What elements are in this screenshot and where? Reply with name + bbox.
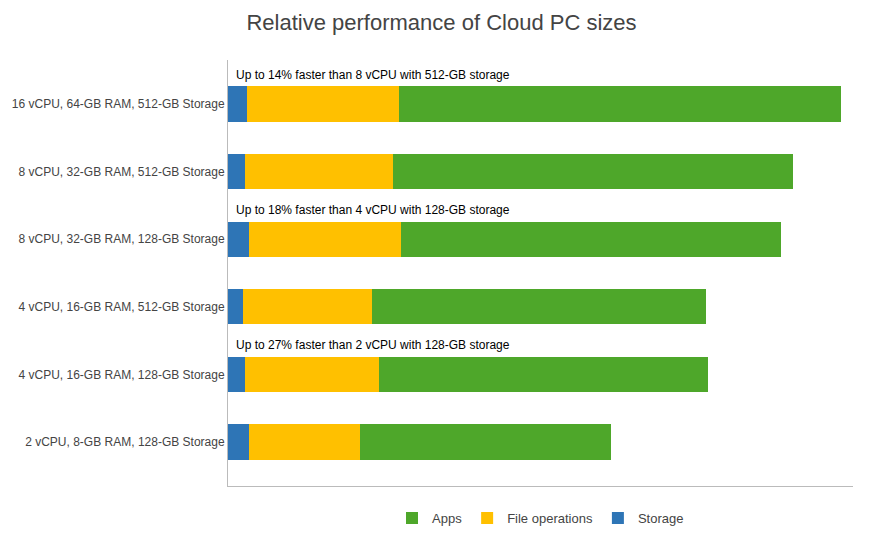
svg-text:Storage: Storage bbox=[638, 511, 684, 526]
svg-text:File operations: File operations bbox=[507, 511, 593, 526]
svg-text:2 vCPU, 8-GB RAM, 128-GB Stora: 2 vCPU, 8-GB RAM, 128-GB Storage bbox=[25, 435, 225, 449]
svg-text:4 vCPU, 16-GB RAM, 128-GB Stor: 4 vCPU, 16-GB RAM, 128-GB Storage bbox=[19, 368, 225, 382]
svg-text:Up to 18% faster than 4 vCPU w: Up to 18% faster than 4 vCPU with 128-GB… bbox=[236, 203, 510, 217]
svg-text:8 vCPU, 32-GB RAM, 512-GB Stor: 8 vCPU, 32-GB RAM, 512-GB Storage bbox=[19, 165, 225, 179]
svg-text:Up to 14% faster than 8 vCPU w: Up to 14% faster than 8 vCPU with 512-GB… bbox=[236, 68, 510, 82]
svg-text:Relative performance of Cloud: Relative performance of Cloud PC sizes bbox=[246, 10, 636, 35]
svg-text:Up to 27% faster than 2 vCPU w: Up to 27% faster than 2 vCPU with 128-GB… bbox=[236, 338, 510, 352]
svg-text:8 vCPU, 32-GB RAM, 128-GB Stor: 8 vCPU, 32-GB RAM, 128-GB Storage bbox=[19, 232, 225, 246]
svg-text:4 vCPU, 16-GB RAM, 512-GB Stor: 4 vCPU, 16-GB RAM, 512-GB Storage bbox=[19, 300, 225, 314]
svg-text:Apps: Apps bbox=[432, 511, 462, 526]
svg-text:16 vCPU, 64-GB RAM, 512-GB Sto: 16 vCPU, 64-GB RAM, 512-GB Storage bbox=[12, 97, 225, 111]
